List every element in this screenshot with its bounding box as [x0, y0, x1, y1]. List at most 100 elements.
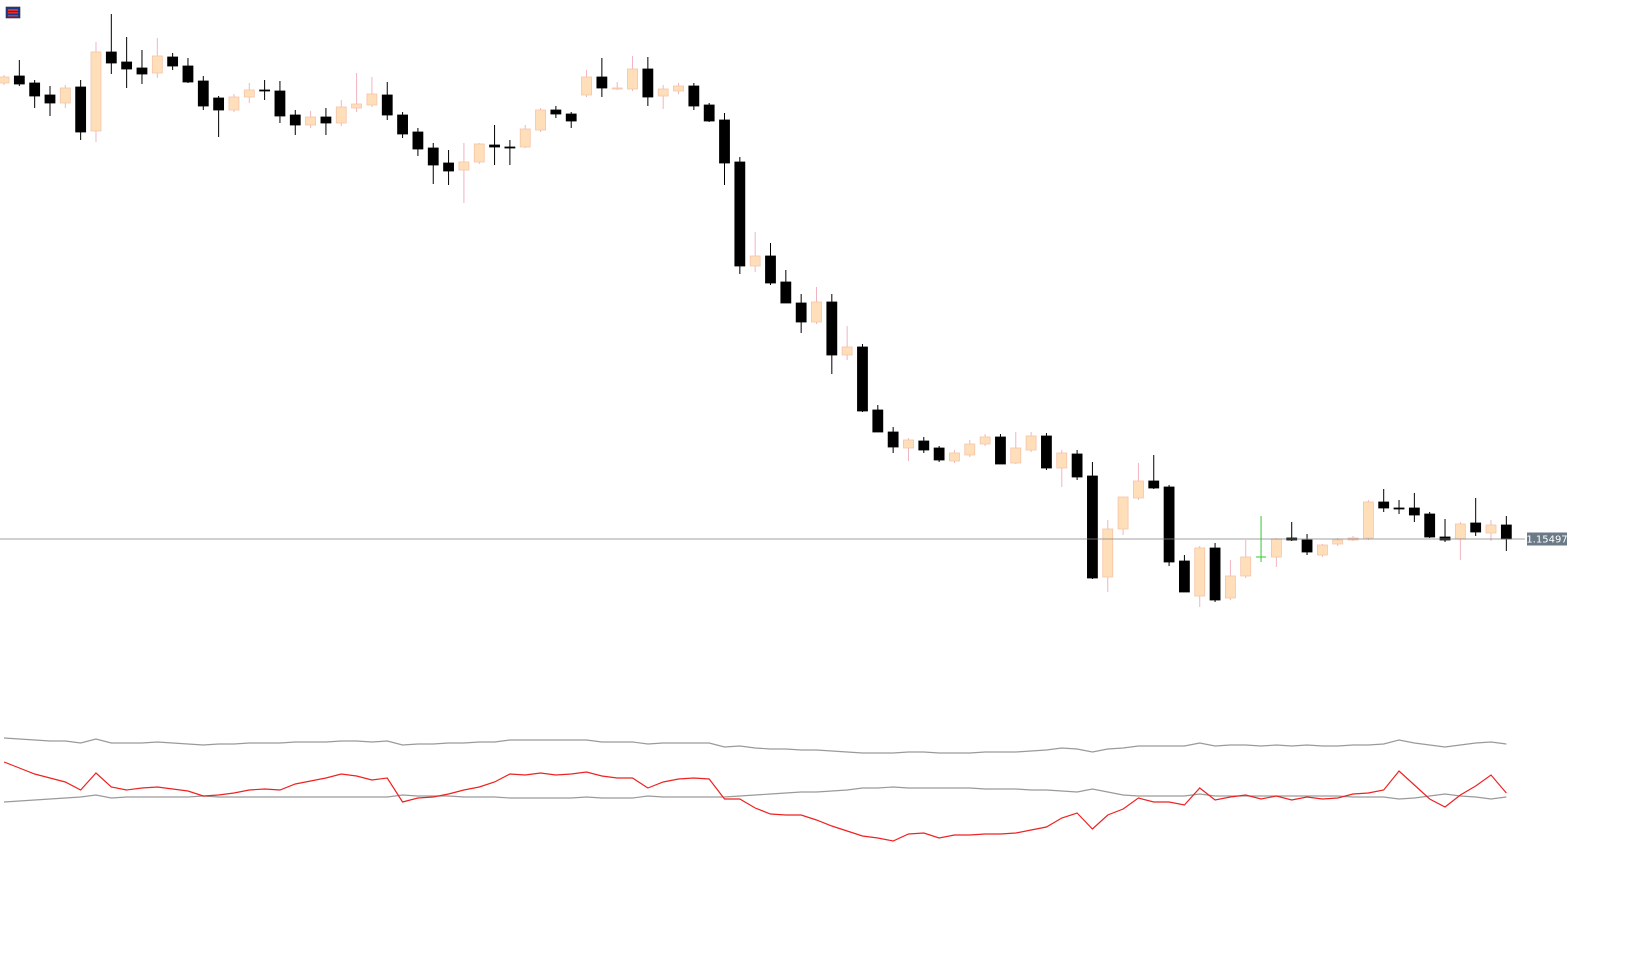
candle-body [167, 56, 179, 67]
candle-body [703, 104, 715, 122]
candle-body [136, 67, 148, 75]
candle-body [289, 114, 301, 126]
candle-body [75, 86, 87, 133]
candle-body [1179, 560, 1190, 593]
candle-body [857, 346, 868, 412]
candle-body [1332, 539, 1344, 545]
candle-body [673, 85, 684, 92]
candle-body [841, 346, 853, 356]
candle-body [1225, 575, 1236, 599]
candle-body [59, 87, 71, 104]
candle-body [979, 436, 991, 445]
candle-body [1270, 538, 1282, 558]
candle-body [765, 255, 776, 284]
candle-body [1025, 435, 1037, 451]
candle-body [535, 109, 546, 131]
candle-body [197, 80, 209, 107]
candle-body [949, 452, 960, 462]
candle-body [1010, 447, 1022, 464]
candle-body [1087, 475, 1098, 579]
candle-body [918, 440, 930, 451]
candle-body [872, 409, 884, 433]
candle-body [335, 106, 347, 124]
candle-body [1133, 480, 1144, 499]
candle-body [90, 51, 102, 132]
candle-body [1316, 544, 1328, 556]
candle-body [1424, 513, 1436, 538]
candle-body [596, 76, 608, 89]
candle-body [581, 76, 592, 96]
candle-body [1148, 480, 1160, 489]
candle-body [0, 76, 10, 84]
candle-body [366, 93, 378, 106]
indicator-line [3, 737, 1507, 754]
candle-body [259, 89, 271, 92]
candle-body [228, 96, 240, 111]
candle-body [1485, 524, 1497, 534]
candle-body [274, 90, 286, 117]
candle-body [44, 94, 56, 104]
candle-body [611, 87, 623, 90]
candle-body [780, 281, 792, 304]
candle-body [565, 113, 577, 122]
candle-body [504, 146, 516, 149]
candle-body [305, 116, 317, 126]
candle-body [1102, 528, 1114, 578]
candle-body [243, 89, 255, 98]
candle-body [151, 55, 163, 74]
candle-body [688, 85, 700, 107]
candle-body [1301, 539, 1313, 553]
candle-body [105, 51, 117, 64]
candle-body [381, 94, 393, 116]
candle-body [13, 75, 25, 85]
candle-body [1240, 556, 1252, 577]
candle-body [182, 65, 194, 83]
candle-body [550, 109, 562, 115]
candle-body [1209, 547, 1221, 601]
candle-body [964, 443, 976, 456]
candle-body [627, 68, 638, 90]
candle-body [213, 97, 225, 111]
candle-body [995, 436, 1006, 465]
candle-body [1056, 452, 1068, 469]
candle-body [749, 255, 761, 267]
candle-body [826, 301, 838, 356]
menu-icon[interactable] [5, 6, 21, 19]
candle-body [1500, 524, 1512, 540]
candle-body [811, 301, 822, 323]
candle-body [933, 447, 945, 461]
candle-body [1454, 523, 1466, 540]
candle-body [412, 131, 424, 150]
indicator-line [3, 786, 1507, 803]
candle-body [1194, 547, 1206, 597]
candle-body [519, 128, 531, 148]
candle-body [397, 114, 408, 135]
candle-body [734, 161, 746, 267]
price-label: 1.15497 [1526, 535, 1567, 546]
candle-body [427, 147, 439, 166]
candle-body [1362, 501, 1374, 539]
candle-body [1041, 435, 1052, 469]
candle-body [1408, 507, 1420, 516]
candle-body [887, 431, 899, 448]
candle-body [795, 302, 807, 323]
candle-body [351, 103, 362, 109]
candle-body [1163, 486, 1175, 563]
icon-bar[interactable] [8, 15, 18, 17]
candle-body [443, 162, 454, 172]
price-label-box [1527, 532, 1567, 546]
candle-body [1071, 453, 1083, 478]
candle-body [1393, 507, 1405, 510]
candle-body [121, 61, 133, 70]
icon-bar[interactable] [8, 12, 18, 14]
candle-body [1439, 536, 1451, 541]
candle-body [489, 144, 500, 148]
icon-bar[interactable] [8, 9, 18, 11]
candle-body [1470, 522, 1482, 533]
candle-body [903, 439, 914, 449]
candle-body [473, 143, 485, 163]
candle-body [657, 88, 669, 97]
candle-body [642, 68, 654, 98]
